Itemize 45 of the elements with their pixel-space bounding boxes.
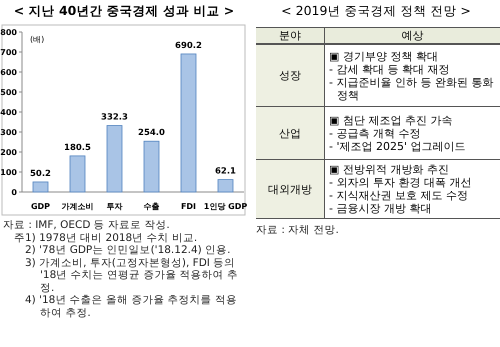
- y-axis-title: (배): [30, 35, 44, 44]
- y-tick-label: 100: [0, 168, 18, 177]
- text: 자료 : IMF, OECD 등 자료로 작성.: [3, 219, 171, 232]
- data-label: 62.1: [215, 166, 236, 177]
- text: ▣ 경기부양 정책 확대: [329, 50, 438, 62]
- text: 주1) 1978년 대비 2018년 수치 비교.: [13, 232, 198, 244]
- x-tick-label: 1인당 GDP: [204, 202, 248, 211]
- y-tick-label: 200: [0, 148, 18, 157]
- y-tick-label: 0: [11, 188, 18, 197]
- text: ▣ 전방위적 개방화 추진: [329, 163, 449, 176]
- category-label: 산업: [279, 126, 301, 140]
- text: - '제조업 2025' 업그레이드: [329, 140, 466, 152]
- text: ▣ 첨단 제조업 추진 가속: [329, 114, 452, 126]
- x-tick-label: GDP: [30, 202, 50, 211]
- data-label: 332.3: [101, 112, 128, 123]
- text: - 감세 확대 등 확대 재정: [329, 62, 450, 76]
- text: - 지급준비율 인하 등 완화된 통화정책: [329, 76, 494, 102]
- data-label: 690.2: [175, 40, 202, 51]
- text: - 외자의 투자 환경 대폭 개선: [329, 176, 472, 189]
- data-label: 50.2: [30, 168, 52, 179]
- text: - 공급측 개혁 수정: [329, 126, 420, 140]
- text: 2) '78년 GDP는 인민일보('18.12.4) 인용.: [24, 244, 232, 256]
- text: 3) 가계소비, 투자(고정자본형성), FDI 등의 '18년 수치는 연평균 증가율 적용하여 추정.: [24, 256, 239, 294]
- text: 4) '18년 수출은 올해 증가율 추정치를 적용하여 추정.: [24, 294, 238, 319]
- data-label: 254.0: [138, 128, 166, 138]
- x-tick-label: 투자: [106, 202, 122, 211]
- y-tick-label: 800: [0, 28, 18, 37]
- y-tick-label: 300: [0, 128, 18, 137]
- chart-title: < 지난 40년간 중국경제 성과 비교 >: [12, 3, 236, 20]
- text: - 금융시장 개방 확대: [329, 202, 432, 215]
- x-tick-label: 가계소비: [62, 202, 94, 211]
- y-tick-label: 700: [0, 48, 18, 57]
- text: 자료 : 자체 전망.: [256, 224, 340, 236]
- category-label: 성장: [279, 69, 301, 82]
- x-tick-label: 수출: [144, 202, 160, 211]
- data-label: 180.5: [64, 142, 92, 153]
- y-tick-label: 400: [0, 108, 18, 117]
- y-tick-label: 500: [0, 88, 18, 97]
- text: < 2019년 중국경제 정책 전망 >: [280, 3, 472, 20]
- x-tick-label: FDI: [180, 202, 196, 211]
- category-label: 대외개방: [268, 182, 312, 196]
- y-tick-label: 600: [0, 68, 18, 77]
- text: - 지식재산권 보호 제도 수정: [329, 189, 468, 202]
- category-label: 예상: [324, 28, 500, 44]
- category-label: 분야: [256, 28, 324, 44]
